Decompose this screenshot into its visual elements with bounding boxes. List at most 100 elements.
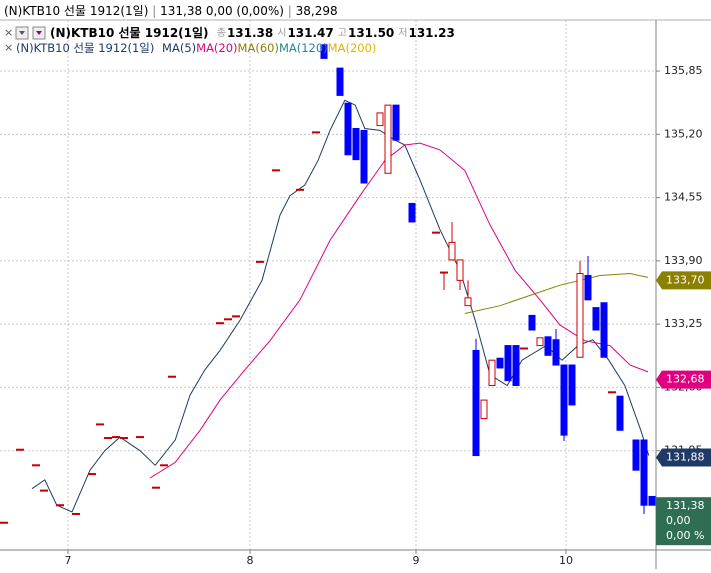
candle-body [608, 391, 616, 393]
candle-body [168, 376, 176, 378]
header-text: (N)KTB10 선물 1912(1일) | 131,38 0,00 (0,00… [4, 4, 338, 18]
candle-body [72, 513, 80, 515]
candle-body [409, 203, 415, 221]
value-box-label: 132,68 [666, 373, 705, 386]
ohlc-label: 종 [217, 27, 226, 39]
candle-body [537, 338, 543, 346]
candle-body [457, 260, 463, 280]
candle-body [497, 358, 503, 368]
ohlc-value: 131.23 [408, 26, 454, 40]
candle-body [593, 308, 599, 330]
last-change-label: 0,00 [666, 514, 691, 527]
y-tick-label: 135,20 [664, 127, 703, 140]
close-icon[interactable]: × [4, 41, 13, 54]
candle-body [104, 437, 112, 439]
legend-entry: MA(20) [196, 41, 237, 55]
candle-body [312, 131, 320, 133]
candle-body [633, 440, 639, 470]
candle-body [272, 169, 280, 171]
candle-body [545, 337, 551, 355]
y-tick-label: 133,90 [664, 254, 703, 267]
candle-body [345, 103, 351, 155]
volume: 38,298 [296, 4, 338, 18]
candle-body [256, 261, 264, 263]
candle-body [32, 464, 40, 466]
last-price-label: 131,38 [666, 499, 705, 512]
candle-body [489, 360, 495, 385]
candle-body [481, 400, 487, 418]
candle-body [393, 105, 399, 140]
candle-body [440, 272, 448, 274]
value-box-label: 133,70 [666, 273, 705, 286]
candle-body [569, 365, 575, 405]
candle-body [513, 346, 519, 386]
candle-body [529, 315, 535, 330]
candle-body [361, 130, 367, 183]
ma-legend-text: (N)KTB10 선물 1912(1일) MA(5)MA(20)MA(60)MA… [16, 41, 376, 55]
candle-body [617, 396, 623, 430]
legend-entry: MA(60) [238, 41, 279, 55]
candle-body [353, 128, 359, 159]
x-tick-label: 10 [559, 554, 573, 567]
ohlc-label: 저 [398, 27, 407, 39]
candle-body [232, 315, 240, 317]
value-box-label: 131,88 [666, 451, 705, 464]
candle-body [337, 68, 343, 95]
candle-body [120, 437, 128, 439]
last-change-pct-label: 0,00 % [666, 529, 704, 542]
candle-body [377, 113, 383, 126]
candle-body [649, 496, 655, 505]
candle-body [505, 346, 511, 381]
candle-body [136, 436, 144, 438]
ohlc-value: 131.50 [348, 26, 394, 40]
candle-body [465, 298, 471, 306]
legend-entry: MA(200) [328, 41, 377, 55]
candle-body [296, 189, 304, 191]
ohlc-label: 고 [338, 28, 347, 39]
separator: | [152, 4, 160, 18]
candle-body [520, 347, 528, 349]
candle-body [585, 275, 591, 299]
ma-legend: × (N)KTB10 선물 1912(1일) MA(5)MA(20)MA(60)… [4, 41, 376, 55]
ohlc-value: 131.38 [227, 26, 273, 40]
ma-symbol: (N)KTB10 선물 1912(1일) [16, 41, 154, 55]
y-tick-label: 135,85 [664, 64, 703, 77]
ohlc-value: 131.47 [287, 26, 333, 40]
candle-body [561, 365, 567, 435]
ohlc-label: 시 [277, 27, 286, 39]
x-tick-label: 7 [65, 554, 72, 567]
candle-body [449, 242, 455, 260]
candle-body [601, 303, 607, 358]
candle-body [112, 436, 120, 438]
candle-body [16, 449, 24, 451]
candle-body [40, 490, 48, 492]
candle-body [216, 322, 224, 324]
candle-body [224, 318, 232, 320]
legend-entry: MA(5) [162, 41, 196, 55]
candle-body [88, 473, 96, 475]
candle-body [641, 440, 647, 505]
candle-body [56, 504, 64, 506]
candle-body [0, 522, 8, 524]
x-tick-label: 9 [413, 554, 420, 567]
candle-body [577, 274, 583, 358]
y-tick-label: 133,25 [664, 317, 703, 330]
x-tick-label: 8 [247, 554, 254, 567]
candle-body [473, 350, 479, 455]
legend-entry: MA(120) [279, 41, 328, 55]
candle-body [160, 464, 168, 466]
y-tick-label: 134,55 [664, 191, 703, 204]
ohlc-symbol: (N)KTB10 선물 1912(1일) [50, 25, 209, 40]
candle-body [96, 423, 104, 425]
symbol-name: (N)KTB10 선물 1912(1일) [4, 4, 148, 18]
close-icon[interactable]: × [4, 26, 13, 39]
candle-body [553, 340, 559, 365]
candle-body [152, 487, 160, 489]
candle-body [385, 105, 391, 173]
price-change: 131,38 0,00 (0,00%) [160, 4, 284, 18]
separator: | [288, 4, 296, 18]
